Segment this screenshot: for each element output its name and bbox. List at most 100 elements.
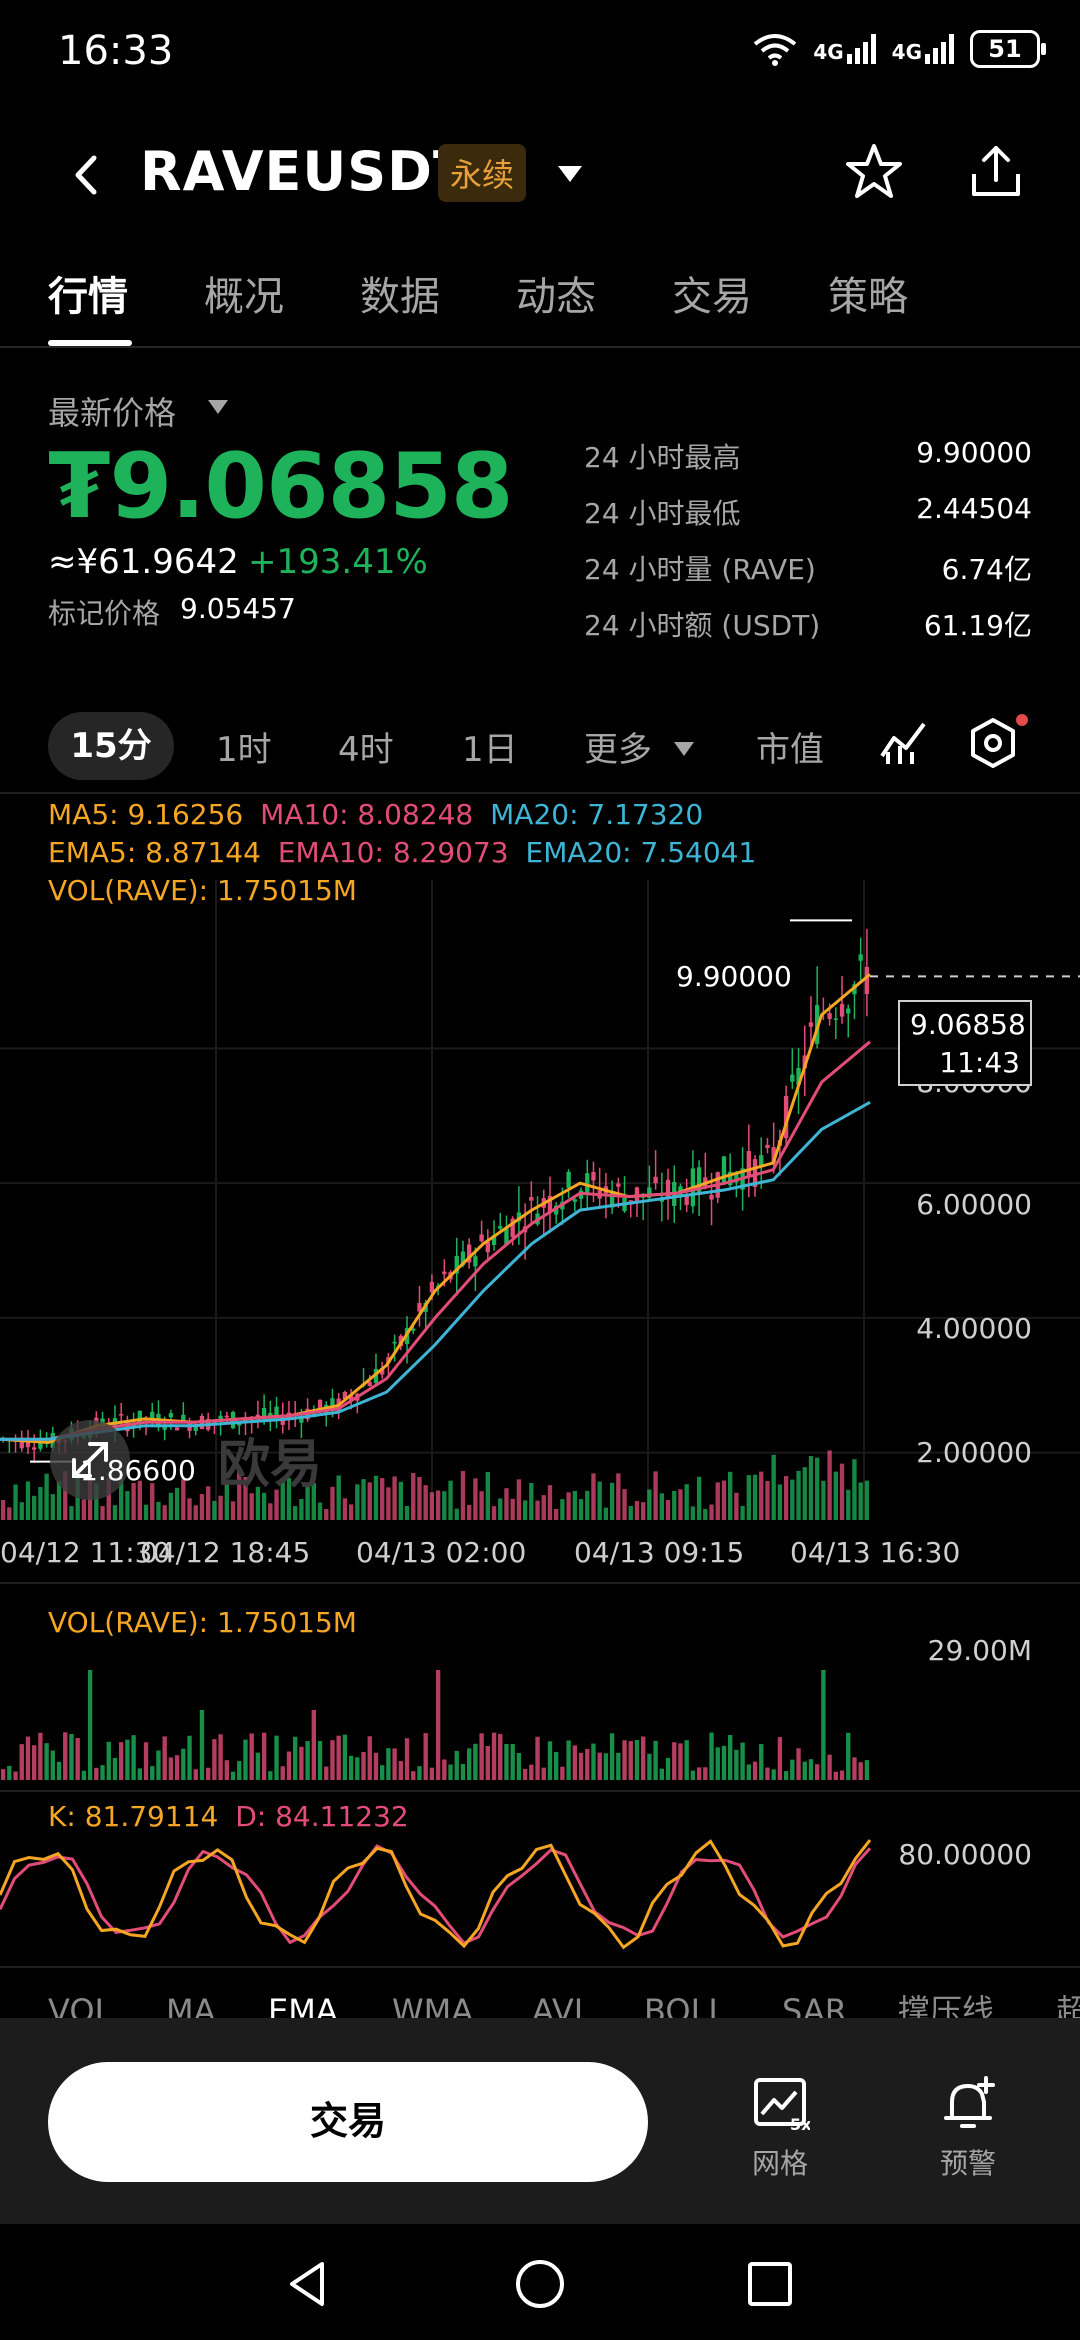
candle-body [591,1172,596,1181]
volume-bar [32,1495,37,1520]
symbol-title[interactable]: RAVEUSDT [140,140,471,203]
volume-bar [473,1478,478,1520]
volume-bar [274,1735,279,1780]
volume-bar [87,1670,93,1780]
volume-bar [367,1736,372,1780]
tab-trade[interactable]: 交易 [672,274,752,320]
volume-bar [50,1494,55,1520]
volume-bar [833,1471,838,1520]
indicator-tab-support[interactable]: 撑压线 [898,1994,995,2018]
volume-bar [665,1757,671,1780]
volume-bar [696,1476,702,1520]
indicator-tab-sar[interactable]: SAR [782,1994,848,2018]
alert-button[interactable]: 预警 [928,2074,1008,2182]
nav-recents-icon[interactable] [744,2258,796,2310]
volume-legend: VOL(RAVE): 1.75015M [48,1606,357,1639]
volume-bar [808,1759,814,1780]
indicator-tab-wma[interactable]: WMA [392,1994,474,2018]
indicator-tab-ma[interactable]: MA [166,1994,216,2018]
tab-market[interactable]: 行情 [48,274,128,320]
indicator-tab-ema[interactable]: EMA [268,1994,338,2018]
back-arrow-icon[interactable] [62,150,112,200]
interval-15m[interactable]: 15分 [48,712,174,780]
candlestick-chart[interactable] [0,880,1080,1520]
interval-market-cap[interactable]: 市值 [756,730,824,770]
volume-bar [547,1741,553,1780]
volume-bar [572,1490,577,1520]
k-line [0,1839,872,1950]
stat-row: 24 小时最高 9.90000 [584,432,1032,488]
trade-button[interactable]: 交易 [48,2062,648,2182]
volume-bar [56,1480,62,1520]
volume-bar [821,1480,826,1520]
y-tick-label: 6.00000 [916,1188,1032,1221]
volume-bar [491,1506,497,1520]
indicator-tab-boll[interactable]: BOLL [644,1994,727,2018]
ma-line [0,973,871,1445]
indicator-icon[interactable] [878,716,930,768]
nav-back-icon[interactable] [282,2258,334,2310]
volume-bar [435,1670,441,1780]
volume-bar [609,1482,615,1520]
kd-chart[interactable] [0,1830,1080,1960]
volume-bar [485,1746,490,1780]
volume-bar [516,1753,522,1780]
star-icon[interactable] [842,140,906,204]
volume-bar [237,1761,242,1780]
share-icon[interactable] [964,140,1028,204]
tab-overview[interactable]: 概况 [204,274,284,320]
interval-4h[interactable]: 4时 [338,730,394,770]
candle-body [616,1183,621,1187]
volume-bar [398,1481,403,1520]
network-type: 4G [813,40,844,64]
caret-down-icon[interactable] [206,398,230,416]
indicator-tab-avl[interactable]: AVL [532,1994,592,2018]
candle-body [839,1003,845,1017]
volume-bar [274,1489,279,1520]
volume-bar [715,1747,720,1780]
indicator-tab-more[interactable]: 超 [1056,1994,1080,2018]
volume-bar [734,1749,739,1780]
volume-bar [268,1771,273,1780]
settings-icon[interactable] [966,716,1020,770]
current-price-tag[interactable]: 9.06858 11:43 [898,1000,1032,1086]
volume-bar [541,1767,546,1780]
tab-data[interactable]: 数据 [360,274,440,320]
grid-button[interactable]: 5x 网格 [740,2074,820,2182]
volume-bar [81,1499,87,1520]
interval-more[interactable]: 更多 [584,730,652,770]
nav-home-icon[interactable] [514,2258,566,2310]
candle-body [162,1427,167,1430]
candle-body [411,1328,416,1331]
interval-1h[interactable]: 1时 [216,730,272,770]
volume-bar [187,1735,192,1780]
latest-price-label[interactable]: 最新价格 [48,394,177,432]
volume-bar [305,1741,310,1780]
expand-chart-button[interactable] [50,1420,130,1500]
volume-bar [361,1751,366,1780]
caret-down-icon[interactable] [672,740,696,758]
candle-body [473,1256,478,1267]
divider [0,1790,1080,1792]
interval-1d[interactable]: 1日 [462,730,518,770]
x-tick-label: 04/13 02:00 [356,1536,527,1569]
volume-bar [330,1740,335,1780]
volume-bar [13,1484,18,1520]
volume-max-label: 29.00M [927,1634,1032,1667]
volume-bar [342,1734,348,1780]
volume-bar [684,1484,689,1520]
volume-bar [398,1761,403,1780]
volume-bar [261,1732,267,1780]
indicator-tab-vol[interactable]: VOL [48,1994,113,2018]
volume-bar [373,1752,379,1780]
volume-bar [63,1470,68,1520]
volume-bar [777,1737,783,1780]
volume-bar [305,1484,310,1520]
tab-strategy[interactable]: 策略 [828,274,908,320]
bell-add-icon [944,2076,995,2128]
divider [0,1582,1080,1584]
volume-chart[interactable] [0,1640,1080,1780]
caret-down-icon[interactable] [556,160,584,188]
volume-bar [566,1492,571,1520]
tab-news[interactable]: 动态 [516,274,596,320]
